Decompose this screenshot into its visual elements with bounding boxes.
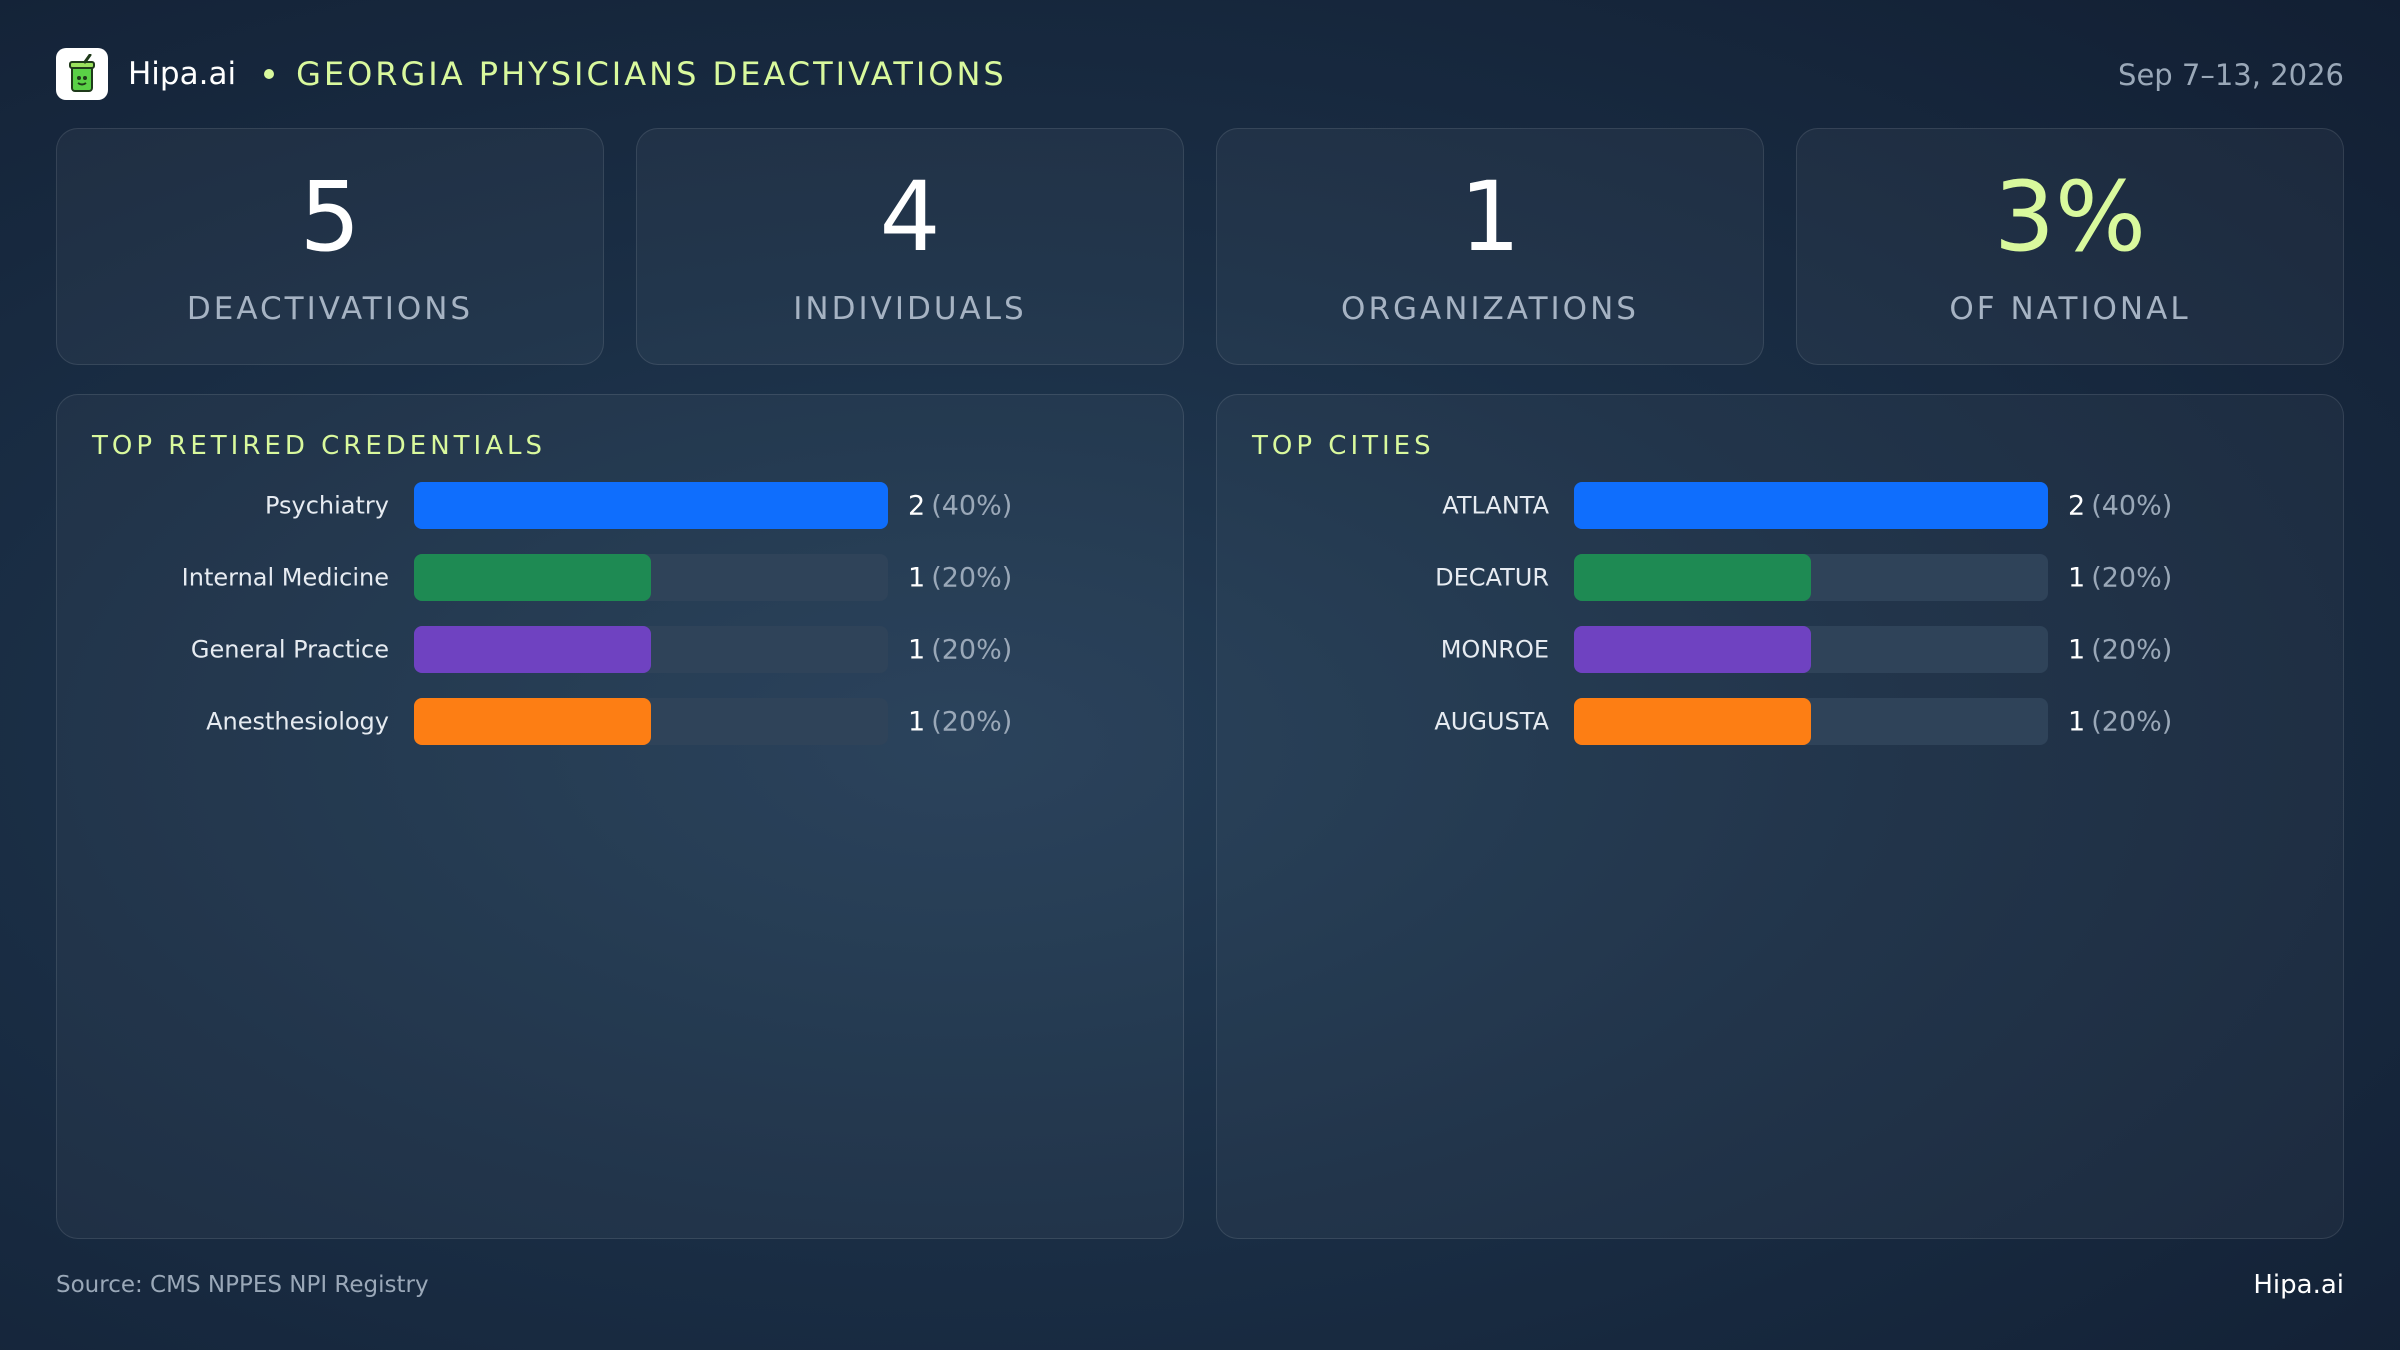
category-label: ATLANTA xyxy=(1442,492,1549,520)
stat-card-organizations: 1 ORGANIZATIONS xyxy=(1216,128,1764,365)
stat-card-deactivations: 5 DEACTIVATIONS xyxy=(56,128,604,365)
value-label: 1 (20%) xyxy=(908,634,1012,665)
stat-label: OF NATIONAL xyxy=(1949,291,2191,327)
value-label: 1 (20%) xyxy=(2068,634,2172,665)
cities-bar-chart: ATLANTA 2 (40%) DECATUR 1 (20%) MONROE 1 (20%) AU… xyxy=(1434,482,2172,745)
bar xyxy=(1574,482,2048,529)
footer-brand: Hipa.ai xyxy=(2253,1270,2344,1300)
category-label: Internal Medicine xyxy=(182,564,389,592)
page-title: GEORGIA PHYSICIANS DEACTIVATIONS xyxy=(296,55,1007,93)
value-label: 1 (20%) xyxy=(2068,562,2172,593)
separator-dot xyxy=(264,69,275,79)
cities-panel: TOP CITIES ATLANTA 2 (40%) DECATUR 1 (20%) MON… xyxy=(1216,394,2344,1239)
bar xyxy=(414,698,651,745)
bar xyxy=(1574,626,1811,673)
date-range: Sep 7–13, 2026 xyxy=(2118,58,2344,92)
category-label: AUGUSTA xyxy=(1434,708,1549,736)
source-note: Source: CMS NPPES NPI Registry xyxy=(56,1272,429,1298)
credentials-panel: TOP RETIRED CREDENTIALS Psychiatry 2 (40%)… xyxy=(56,394,1184,1239)
panel-title: TOP CITIES xyxy=(1252,431,1435,461)
bar xyxy=(414,554,651,601)
stats-row: 5 DEACTIVATIONS 4 INDIVIDUALS 1 ORGANIZA… xyxy=(56,128,2344,365)
stat-card-national-share: 3% OF NATIONAL xyxy=(1796,128,2344,365)
stat-value: 5 xyxy=(299,161,361,273)
category-label: General Practice xyxy=(191,636,389,664)
stat-label: DEACTIVATIONS xyxy=(186,291,474,327)
stat-card-individuals: 4 INDIVIDUALS xyxy=(636,128,1184,365)
stat-label: INDIVIDUALS xyxy=(793,291,1027,327)
value-label: 2 (40%) xyxy=(2068,490,2172,521)
stat-value: 1 xyxy=(1459,161,1521,273)
category-label: Psychiatry xyxy=(265,492,389,520)
bar xyxy=(414,626,651,673)
bar xyxy=(1574,554,1811,601)
category-label: DECATUR xyxy=(1435,564,1549,592)
brand-name: Hipa.ai xyxy=(128,56,237,92)
value-label: 1 (20%) xyxy=(2068,706,2172,737)
panel-title: TOP RETIRED CREDENTIALS xyxy=(92,431,546,461)
bar xyxy=(414,482,888,529)
stat-value: 4 xyxy=(879,161,941,273)
value-label: 2 (40%) xyxy=(908,490,1012,521)
category-label: Anesthesiology xyxy=(206,708,389,736)
value-label: 1 (20%) xyxy=(908,706,1012,737)
stat-value: 3% xyxy=(1993,161,2147,273)
bar xyxy=(1574,698,1811,745)
stat-label: ORGANIZATIONS xyxy=(1341,291,1639,327)
cup-icon xyxy=(69,54,95,92)
category-label: MONROE xyxy=(1441,636,1549,664)
credentials-bar-chart: Psychiatry 2 (40%) Internal Medicine 1 (20%) G… xyxy=(182,482,1012,745)
brand-logo xyxy=(56,48,108,100)
value-label: 1 (20%) xyxy=(908,562,1012,593)
header: Hipa.ai GEORGIA PHYSICIANS DEACTIVATIONS… xyxy=(56,46,2344,102)
